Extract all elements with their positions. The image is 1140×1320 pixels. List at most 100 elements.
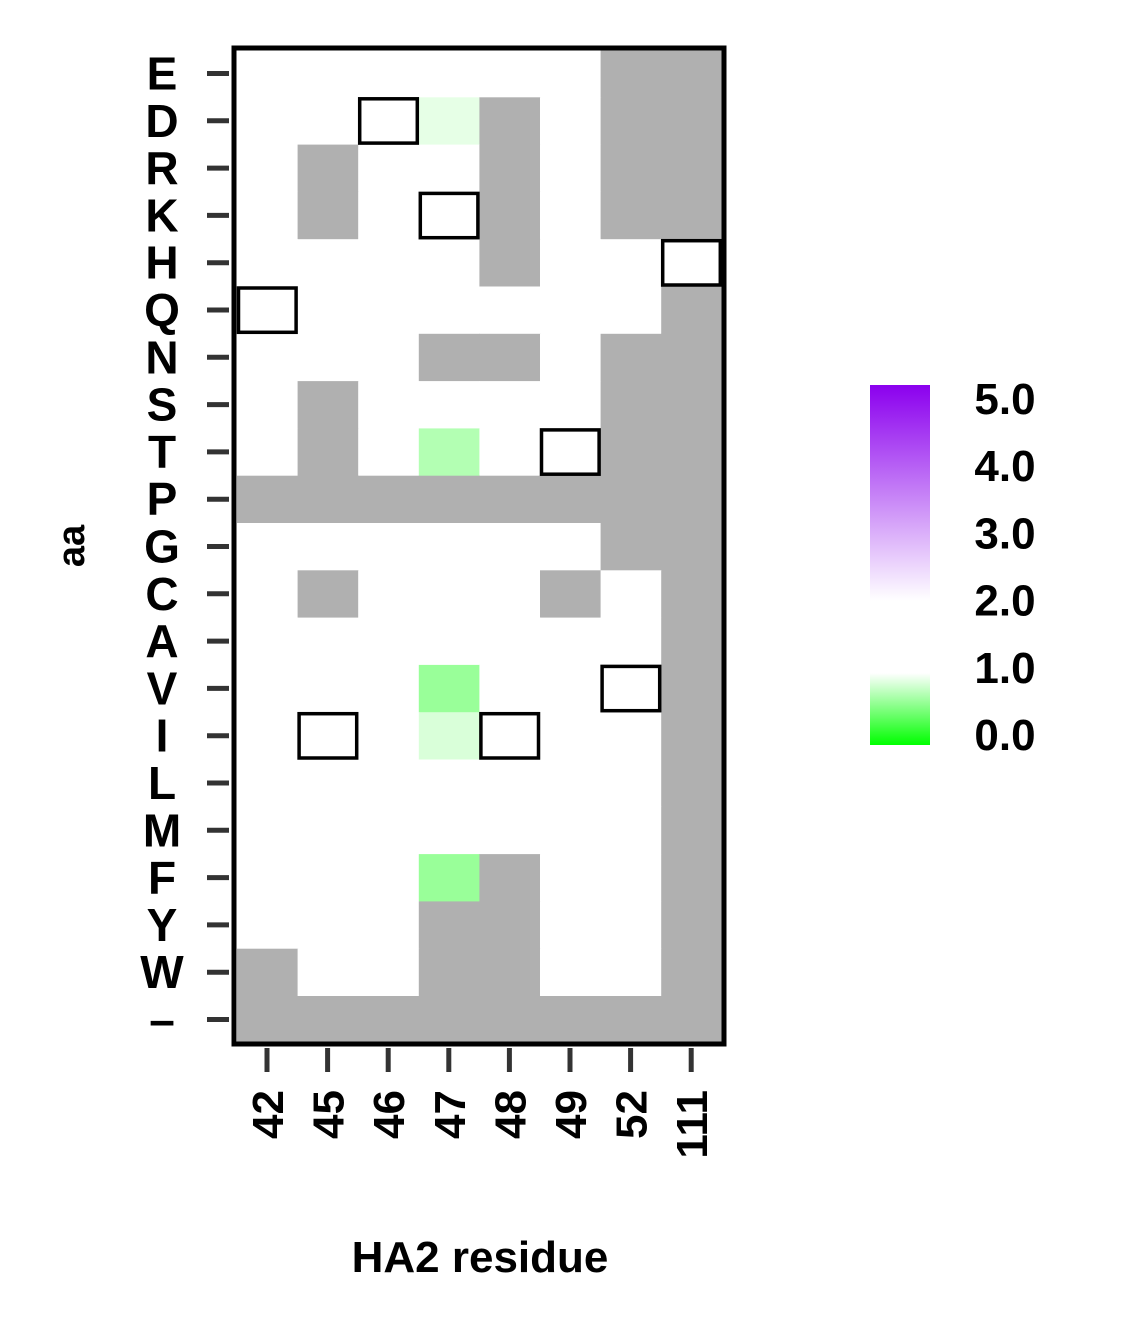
heatmap-cell [358,523,420,571]
heatmap-cell [479,712,541,761]
heatmap-cell [540,664,602,713]
heatmap-cell [600,333,662,382]
x-tick-label: 46 [365,1090,414,1139]
heatmap-cell [479,664,541,713]
y-tick-label: Q [144,284,180,336]
heatmap-cell [297,97,359,146]
heatmap-cell [237,570,299,619]
heatmap-cell [358,50,420,98]
heatmap-cell [358,806,420,855]
heatmap-cell [479,144,541,193]
heatmap-cell [600,475,662,524]
heatmap-cell [237,239,299,288]
heatmap-cell [540,712,602,761]
heatmap-cell [297,996,359,1044]
heatmap-cell [418,381,480,429]
heatmap-cell [661,806,723,855]
heatmap-cell [661,475,723,524]
heatmap-cell [661,286,723,335]
heatmap-cell [358,239,420,288]
heatmap-cell [418,97,480,146]
heatmap-cell [661,901,723,950]
heatmap-cell [358,617,420,666]
heatmap-cell [237,50,299,98]
heatmap-cell [418,712,480,761]
heatmap-cell [297,381,359,429]
heatmap-cell [479,239,541,288]
heatmap-cell [418,144,480,193]
heatmap-cell [237,759,299,808]
heatmap-cell [661,381,723,429]
heatmap-cell [600,144,662,193]
heatmap-cell [540,286,602,335]
heatmap-cell [540,191,602,240]
heatmap-cell [540,570,602,619]
heatmap-cell [297,664,359,713]
x-axis-label: HA2 residue [352,1233,609,1282]
y-tick-label: D [145,95,178,147]
heatmap-cell [479,428,541,477]
heatmap-cell [540,381,602,429]
heatmap-cell [661,97,723,146]
heatmap-cell [297,191,359,240]
heatmap-cell [600,570,662,619]
heatmap-cell [358,381,420,429]
heatmap-cell [358,901,420,950]
heatmap-cell [600,286,662,335]
y-tick-label: K [145,189,178,241]
heatmap-cell [297,806,359,855]
heatmap-cell [600,901,662,950]
heatmap-cell [540,759,602,808]
heatmap-cell [418,428,480,477]
heatmap-cell [418,664,480,713]
heatmap-cell [540,901,602,950]
heatmap-cell [479,286,541,335]
heatmap-cell [479,854,541,902]
highlight-box [539,428,601,476]
heatmap-cell [479,97,541,146]
heatmap-cell [418,570,480,619]
heatmap-cell [540,854,602,902]
heatmap-cell [479,523,541,571]
heatmap-cell [540,948,602,997]
heatmap-cell [661,570,723,619]
x-tick-label: 48 [486,1090,535,1139]
y-tick-label: H [145,237,178,289]
highlight-boxes [236,97,723,760]
y-tick-label: – [149,994,175,1046]
y-tick-label: V [147,662,178,714]
heatmap-cell [600,948,662,997]
heatmap-cell [418,806,480,855]
heatmap-cell [297,759,359,808]
heatmap-cell [540,523,602,571]
heatmap-cell [297,570,359,619]
x-tick-label: 47 [426,1090,475,1139]
heatmap-cell [297,239,359,288]
heatmap-cell [237,806,299,855]
heatmap-cell [661,617,723,666]
heatmap-cell [358,475,420,524]
y-tick-label: N [145,331,178,383]
heatmap-cell [600,523,662,571]
heatmap-cell [600,854,662,902]
heatmap-cell [479,570,541,619]
y-axis-label: aa [51,524,93,567]
heatmap-cell [418,759,480,808]
heatmap-cell [358,97,420,146]
y-tick-label: G [144,521,180,573]
x-tick-label: 49 [547,1090,596,1139]
heatmap-cell [358,333,420,382]
y-tick-label: S [147,379,178,431]
heatmap-cell [479,191,541,240]
heatmap-cell [600,191,662,240]
heatmap-cell [297,333,359,382]
heatmap-cell [237,286,299,335]
heatmap-cell [540,50,602,98]
heatmap-cell [540,475,602,524]
heatmap-cell [479,50,541,98]
heatmap-cells [237,50,723,1044]
colorbar-tick-label: 4.0 [974,442,1035,491]
heatmap-cell [600,50,662,98]
